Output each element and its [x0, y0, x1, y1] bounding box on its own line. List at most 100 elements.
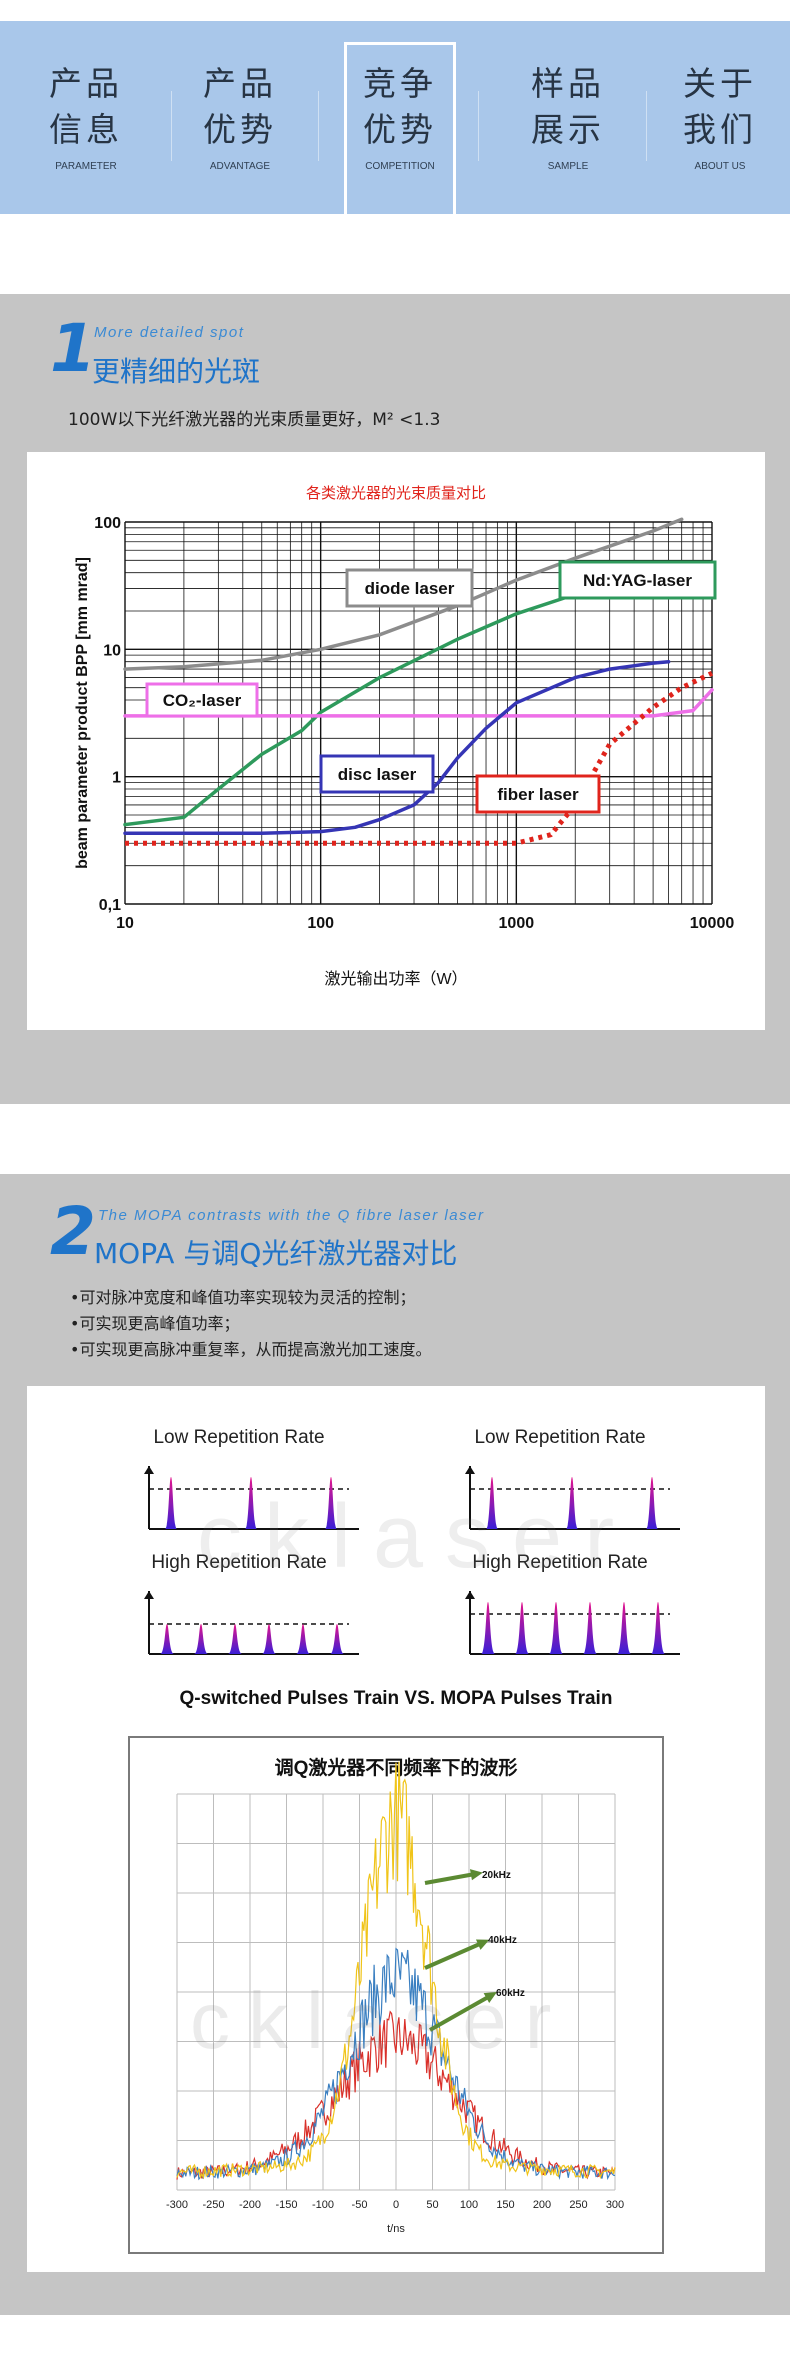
section-title: MOPA 与调Q光纤激光器对比: [94, 1237, 458, 1270]
chart-title: 各类激光器的光束质量对比: [306, 485, 486, 502]
section-subtitle: The MOPA contrasts with the Q fibre lase…: [98, 1207, 485, 1224]
watermark: cklaser: [197, 1487, 637, 1587]
x-tick-label: -150: [275, 2199, 297, 2211]
x-axis-label: 激光输出功率（W）: [324, 970, 467, 988]
bullet-item: •可实现更高脉冲重复率，从而提高激光加工速度。: [70, 1340, 432, 1359]
pulse: [651, 1602, 665, 1654]
annotation-label: 40kHz: [488, 1935, 517, 1946]
diode-laser-label: diode laser: [365, 579, 455, 598]
diode-laser-label-box: [345, 568, 474, 608]
ndyag-laser-label-box: [558, 560, 717, 600]
pulse-train-diagram: Low Repetition Rate High Repetition Rate L…: [144, 1427, 680, 1709]
annotation-arrow: [424, 1872, 476, 1885]
pulse: [549, 1602, 563, 1654]
annotation-arrowhead: [483, 1992, 497, 2003]
bullet-item: •可实现更高峰值功率；: [70, 1314, 240, 1333]
nav-label: 样品 展示: [531, 64, 605, 149]
pulse: [262, 1624, 276, 1654]
section-number: 1: [50, 310, 96, 387]
pulse: [160, 1624, 174, 1654]
pulse: [481, 1602, 495, 1654]
mopa-panel: Low Repetition Rate High Repetition Rate L…: [27, 1386, 765, 2272]
annotation-label: 60kHz: [496, 1988, 525, 1999]
x-tick-label: 150: [496, 2199, 514, 2211]
co2-laser-label-box: [145, 682, 259, 718]
bpp-chart-panel: 各类激光器的光束质量对比 10 100 1000 10000 0,1 1 10 100 激光输出功…: [27, 452, 765, 1030]
section-title: 更精细的光斑: [92, 355, 261, 388]
top-nav: 产品 信息 PARAMETER 产品 优势 ADVANTAGE 竞争 优势 COMPE…: [0, 21, 790, 214]
ndyag-laser-label: Nd:YAG-laser: [583, 571, 692, 590]
nav-label: 产品 优势: [203, 64, 277, 149]
x-tick-label: -250: [202, 2199, 224, 2211]
pulse: [245, 1477, 257, 1529]
nav-sublabel: ADVANTAGE: [209, 161, 271, 172]
x-tick-label: 10000: [690, 915, 735, 932]
nav-divider: [646, 91, 647, 161]
pulse-panel-label: High Repetition Rate: [151, 1552, 326, 1573]
section-description: 100W以下光纤激光器的光束质量更好，M² <1.3: [68, 410, 441, 430]
nav-sublabel: ABOUT US: [694, 161, 746, 172]
y-axis-label: beam parameter product BPP [mm mrad]: [74, 557, 91, 869]
section-spot: 1 More detailed spot 更精细的光斑 100W以下光纤激光器的…: [0, 294, 790, 1104]
pulse: [583, 1602, 597, 1654]
pulse: [330, 1624, 344, 1654]
pulse-panel-label: Low Repetition Rate: [474, 1427, 645, 1448]
annotation-label: 20kHz: [482, 1870, 511, 1881]
nav-divider: [318, 91, 319, 161]
watermark: cklaser: [190, 1976, 569, 2065]
x-tick-label: 300: [606, 2199, 624, 2211]
waveform-40khz-line: [176, 1947, 616, 2181]
y-tick-label: 10: [103, 642, 121, 659]
waveform-chart-frame: 调Q激光器不同频率下的波形 -300 -250 -200 -150 -100 -50 0 50 1…: [128, 1736, 664, 2254]
annotation-arrow: [424, 1941, 483, 1970]
nav-label: 关于 我们: [683, 64, 757, 149]
x-tick-label: 1000: [499, 915, 535, 932]
nav-item-sample[interactable]: 样品 展示 SAMPLE: [498, 21, 638, 214]
axis-arrow: [465, 1591, 475, 1599]
bullet-item: •可对脉冲宽度和峰值功率实现较为灵活的控制；: [70, 1288, 416, 1307]
pulse-panel-label: Low Repetition Rate: [153, 1427, 324, 1448]
pulse: [515, 1602, 529, 1654]
x-tick-label: 100: [307, 915, 334, 932]
x-tick-label: 10: [116, 915, 134, 932]
y-tick-label: 100: [94, 515, 121, 532]
co2-laser-label: CO₂-laser: [163, 691, 242, 710]
section-number: 2: [50, 1193, 96, 1270]
pulse: [165, 1477, 177, 1529]
nav-sublabel: SAMPLE: [547, 161, 589, 172]
diode-laser-line: [123, 517, 684, 671]
annotation-arrowhead: [475, 1939, 490, 1950]
disc-laser-label: disc laser: [338, 765, 417, 784]
disc-laser-line: [123, 659, 671, 835]
section-subtitle: More detailed spot: [94, 324, 245, 341]
nav-item-parameter[interactable]: 产品 信息 PARAMETER: [16, 21, 156, 214]
axis-arrow: [144, 1591, 154, 1599]
x-tick-label: 200: [533, 2199, 551, 2211]
nav-item-advantage[interactable]: 产品 优势 ADVANTAGE: [170, 21, 310, 214]
nav-sublabel: COMPETITION: [365, 161, 435, 172]
disc-laser-label-box: [319, 754, 435, 794]
x-tick-label: 50: [426, 2199, 438, 2211]
pulse: [486, 1477, 498, 1529]
pulse: [325, 1477, 337, 1529]
nav-item-competition[interactable]: 竞争 优势 COMPETITION: [344, 42, 456, 214]
annotation-arrowhead: [469, 1869, 483, 1881]
nav-label: 产品 信息: [49, 64, 123, 149]
pulse: [646, 1477, 658, 1529]
x-tick-label: -300: [166, 2199, 188, 2211]
axis-arrow: [465, 1466, 475, 1474]
nav-divider: [171, 91, 172, 161]
pulse: [296, 1624, 310, 1654]
pulse: [194, 1624, 208, 1654]
nav-label: 竞争 优势: [363, 64, 437, 149]
section-mopa: 2 The MOPA contrasts with the Q fibre la…: [0, 1174, 790, 2315]
pulse: [566, 1477, 578, 1529]
pulse: [228, 1624, 242, 1654]
pulse: [617, 1602, 631, 1654]
co2-laser-line: [123, 688, 714, 718]
x-tick-label: -200: [239, 2199, 261, 2211]
x-tick-label: 0: [393, 2199, 399, 2211]
fiber-laser-line: [125, 670, 714, 846]
x-tick-label: -100: [312, 2199, 334, 2211]
nav-item-about-us[interactable]: 关于 我们 ABOUT US: [650, 21, 790, 214]
